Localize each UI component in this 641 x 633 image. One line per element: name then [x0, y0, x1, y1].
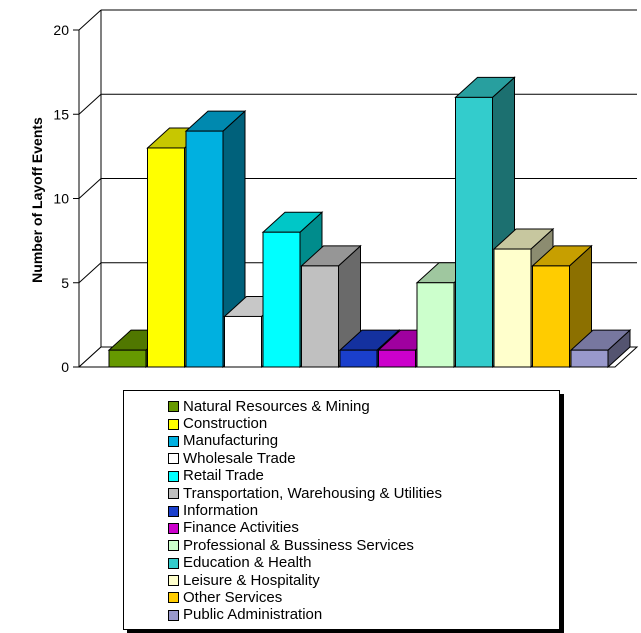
legend-swatch: [168, 540, 179, 552]
legend-swatch: [168, 557, 179, 569]
bar: [300, 244, 362, 369]
legend-label: Finance Activities: [183, 519, 299, 537]
legend-swatch: [168, 418, 179, 430]
grid-diagonal: [78, 178, 102, 199]
bar-front: [147, 147, 185, 368]
legend-swatch: [168, 575, 179, 587]
bar-front: [570, 349, 609, 368]
legend-item: Retail Trade: [168, 468, 559, 485]
legend-swatch: [168, 453, 179, 465]
bar-front: [416, 282, 455, 368]
y-tick-label: 10: [53, 191, 69, 207]
legend-item: Education & Health: [168, 555, 559, 572]
bar-front: [455, 96, 493, 368]
legend: Natural Resources & Mining Construction Ma…: [123, 390, 560, 630]
legend-label: Information: [183, 502, 259, 520]
y-tick-label: 0: [61, 359, 69, 375]
bar-front: [262, 231, 301, 368]
y-tick-label: 20: [53, 22, 69, 38]
legend-item: Wholesale Trade: [168, 450, 559, 467]
legend-item: Leisure & Hospitality: [168, 572, 559, 589]
bar-front: [532, 265, 570, 368]
y-tick-label: 5: [61, 275, 69, 291]
bar-front: [108, 349, 147, 368]
legend-label: Public Administration: [183, 606, 323, 624]
legend-label: Other Services: [183, 588, 283, 606]
legend-item: Manufacturing: [168, 433, 559, 450]
grid-diagonal: [78, 9, 102, 31]
legend-swatch: [168, 488, 179, 500]
bar-front: [224, 315, 262, 368]
legend-swatch: [168, 609, 179, 621]
bar-front: [378, 349, 416, 368]
legend-label: Natural Resources & Mining: [183, 397, 370, 415]
grid-diagonal: [78, 262, 102, 284]
legend-label: Construction: [183, 415, 268, 433]
legend-swatch: [168, 401, 179, 413]
legend-label: Professional & Bussiness Services: [183, 536, 414, 554]
legend-label: Transportation, Warehousing & Utilities: [183, 484, 442, 502]
legend-label: Manufacturing: [183, 432, 279, 450]
bar-front: [339, 349, 378, 368]
legend-swatch: [168, 505, 179, 517]
legend-item: Construction: [168, 415, 559, 432]
bar-front: [493, 248, 532, 368]
legend-item: Natural Resources & Mining: [168, 398, 559, 415]
legend-label: Education & Health: [183, 554, 312, 572]
y-axis-label: Number of Layoff Events: [29, 117, 45, 283]
legend-item: Public Administration: [168, 607, 559, 624]
grid-diagonal: [78, 93, 102, 115]
legend-label: Retail Trade: [183, 467, 264, 485]
legend-swatch: [168, 470, 179, 482]
legend-item: Finance Activities: [168, 520, 559, 537]
bar-chart: 0 5 10 15 20 Number of Layoff Events: [29, 9, 639, 375]
bar: [569, 329, 632, 369]
legend-label: Leisure & Hospitality: [183, 571, 320, 589]
legend-item: Professional & Bussiness Services: [168, 537, 559, 554]
legend-list: Natural Resources & Mining Construction Ma…: [124, 391, 559, 624]
y-tick-label: 15: [53, 106, 69, 122]
legend-swatch: [168, 435, 179, 447]
legend-item: Other Services: [168, 589, 559, 606]
legend-item: Information: [168, 502, 559, 519]
bars: [107, 76, 632, 369]
legend-swatch: [168, 592, 179, 604]
bar-front: [301, 265, 339, 368]
y-tick-labels: 0 5 10 15 20: [53, 22, 69, 375]
legend-swatch: [168, 522, 179, 534]
bar-front: [185, 130, 224, 368]
legend-item: Transportation, Warehousing & Utilities: [168, 485, 559, 502]
legend-label: Wholesale Trade: [183, 449, 296, 467]
